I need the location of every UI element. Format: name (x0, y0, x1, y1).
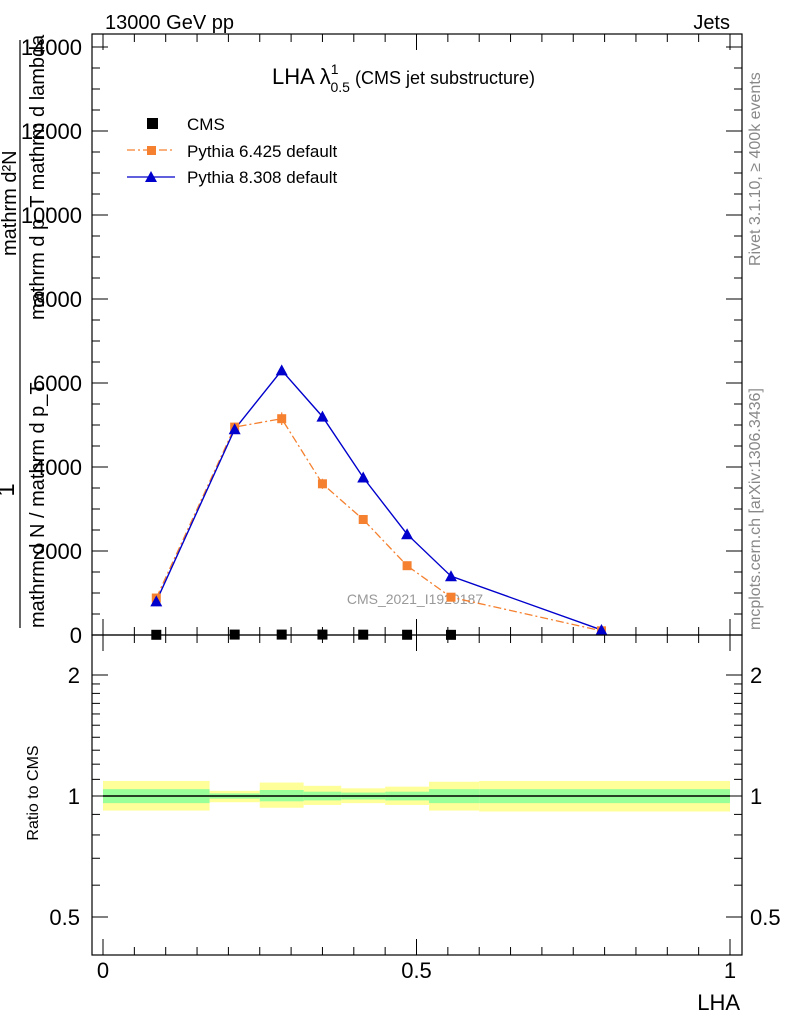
ratio-y-tick-label-right: 1 (750, 784, 762, 809)
plot-title-sub: 0.5 (331, 79, 351, 95)
ratio-bands-layer (103, 780, 730, 812)
y-label-denominator: mathrm d N / mathrm d p_T (27, 382, 49, 628)
ratio-y-axis-label: Ratio to CMS (25, 745, 42, 840)
ratio-y-tick-label-right: 2 (750, 663, 762, 688)
ratio-y-tick-label: 0.5 (49, 905, 80, 930)
mcplots-url-label: mcplots.cern.ch [arXiv:1306.3436] (747, 388, 764, 630)
ratio-y-axis: 0.5 0.5 1 1 2 2 (49, 663, 780, 930)
main-y-tick-label: 14000 (21, 35, 82, 60)
main-y-axis: 0 2000 4000 6000 8000 10000 12000 14000 (21, 35, 742, 648)
legend-label-pythia6: Pythia 6.425 default (187, 142, 338, 161)
legend: CMS Pythia 6.425 default Pythia 8.308 de… (127, 115, 338, 187)
header-left-label: 13000 GeV pp (105, 12, 234, 34)
pythia6-point (402, 561, 412, 571)
ratio-y-tick-label-right: 0.5 (750, 905, 781, 930)
pythia6-point (277, 414, 287, 424)
main-y-tick-label: 2000 (33, 539, 82, 564)
main-y-tick-label: 8000 (33, 287, 82, 312)
pythia6-point (317, 479, 327, 489)
x-tick-label: 0.5 (401, 958, 432, 983)
plot-title: LHA λ1 0.5 (CMS jet substructure) (272, 61, 535, 95)
legend-marker-cms (147, 118, 158, 129)
ratio-y-tick-label: 2 (68, 663, 80, 688)
pythia8-point (595, 623, 608, 635)
y-label-frac-denominator: mathrm d p_T mathrm d lambda (27, 34, 49, 320)
main-y-tick-label: 6000 (33, 371, 82, 396)
legend-label-cms: CMS (187, 115, 225, 134)
pythia8-point (228, 423, 241, 435)
pythia8-point (150, 595, 163, 607)
pythia8-point (357, 471, 370, 483)
header-right-label: Jets (693, 12, 730, 34)
pythia8-point (275, 364, 288, 376)
pythia8-point (444, 570, 457, 582)
main-y-tick-label: 10000 (21, 203, 82, 228)
rivet-version-label: Rivet 3.1.10, ≥ 400k events (747, 72, 764, 266)
main-y-axis-label: 1 mathrm d N / mathrm d p_T mathrm d²N m… (0, 34, 49, 628)
legend-marker-pythia8 (145, 171, 157, 182)
main-y-tick-label: 0 (70, 623, 82, 648)
x-tick-label: 1 (724, 958, 736, 983)
pythia6-point (358, 515, 368, 524)
x-axis-label: LHA (697, 990, 740, 1015)
legend-marker-pythia6 (147, 146, 156, 155)
x-tick-label: 0 (97, 958, 109, 983)
main-y-tick-label: 12000 (21, 119, 82, 144)
pythia8-point (401, 528, 414, 540)
pythia8-point (316, 410, 329, 422)
legend-label-pythia8: Pythia 8.308 default (187, 168, 338, 187)
plot-title-main: LHA λ (272, 64, 331, 89)
pythia6-point (446, 592, 456, 602)
pythia8-series-line (155, 369, 602, 631)
pythia6-series-line (155, 417, 602, 632)
plot-title-sup: 1 (331, 61, 339, 77)
main-y-tick-label: 4000 (33, 455, 82, 480)
analysis-watermark: CMS_2021_I1920187 (347, 591, 483, 607)
y-label-frac-numerator: mathrm d²N (0, 150, 21, 256)
ratio-x-axis-ticks: 0 0.5 1 (97, 635, 736, 983)
ratio-y-tick-label: 1 (68, 784, 80, 809)
y-label-numerator: 1 (0, 483, 20, 496)
plot-title-suffix: (CMS jet substructure) (350, 68, 535, 88)
